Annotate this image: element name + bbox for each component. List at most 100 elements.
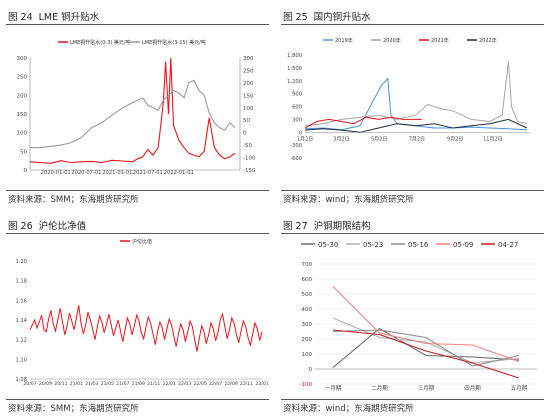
- legend-label: 05-16: [408, 241, 429, 249]
- figure-number: 图 26: [8, 221, 33, 232]
- y-tick-label: 900: [292, 92, 302, 98]
- y-left-tick-label: 200: [17, 93, 28, 99]
- y-tick-label: 500: [302, 292, 313, 298]
- figure-shfe-lme-ratio: 图 26 沪伦比净值 1.20 1.18 1.16 1.14 1.12 1.10 1.08 20…: [0, 209, 275, 418]
- legend-label: LME铜升贴水(3-15) 美元/吨: [142, 39, 206, 46]
- x-tick-label: 21/03: [85, 381, 98, 387]
- x-tick-label: 22/11: [240, 381, 253, 387]
- source-rule: [281, 399, 544, 400]
- y-tick-label: 400: [302, 307, 313, 313]
- y-left-tick-label: 250: [17, 75, 28, 81]
- figure-title-text: LME 铜升贴水: [38, 12, 100, 23]
- source-rule: [6, 190, 269, 191]
- x-tick-label: 21/05: [101, 381, 114, 387]
- x-tick-label: 2022-01-01: [164, 170, 194, 176]
- y-tick-label: 700: [302, 262, 313, 268]
- series-line-0: [332, 327, 520, 368]
- y-tick-label: 1.18: [15, 279, 27, 285]
- figure-domestic-spread: 图 25 国内铜升贴水 1,800 1,500 1,200 900 600 300 0 -300…: [275, 0, 550, 209]
- y-tick-label: 1.20: [15, 259, 27, 265]
- figure-title: 图 27 沪铜期限结构: [283, 218, 371, 232]
- legend-label: 04-27: [498, 241, 518, 249]
- x-tick-label: 11月2日: [483, 136, 503, 142]
- y-left-tick-label: 50: [20, 149, 27, 155]
- legend-label: 05-30: [318, 241, 338, 249]
- y-tick-label: -300: [290, 143, 302, 149]
- y-right-tick-label: 300: [243, 56, 254, 62]
- x-tick-label: 三月期: [418, 385, 435, 392]
- series-line-4: [332, 329, 520, 379]
- figure-title: 图 26 沪伦比净值: [8, 218, 86, 232]
- y-tick-label: 1,800: [287, 53, 302, 59]
- y-tick-label: -100: [300, 382, 313, 388]
- y-right-tick-label: 250: [243, 68, 254, 74]
- y-right-tick-label: -100: [243, 156, 256, 162]
- series-line-3: [304, 118, 528, 133]
- y-right-tick-label: -150: [243, 168, 256, 174]
- y-right-tick-label: 200: [243, 81, 254, 87]
- x-tick-label: 9月2日: [447, 136, 463, 142]
- y-tick-label: 600: [292, 105, 302, 111]
- x-tick-label: 21/11: [147, 381, 160, 387]
- figure-number: 图 25: [283, 12, 308, 23]
- source-rule: [6, 399, 269, 400]
- legend-label: 05-23: [363, 241, 383, 249]
- y-left-tick-label: 100: [17, 131, 28, 137]
- y-tick-label: 100: [302, 352, 313, 358]
- x-tick-label: 22/07: [209, 381, 222, 387]
- x-tick-label: 22/03: [178, 381, 191, 387]
- figure-title: 图 25 国内铜升贴水: [283, 9, 371, 23]
- y-tick-label: 1.10: [15, 357, 27, 363]
- figure-number: 图 27: [283, 221, 308, 232]
- x-tick-label: 一月期: [325, 385, 342, 392]
- y-tick-label: 0: [299, 130, 302, 136]
- x-tick-label: 21/07: [116, 381, 129, 387]
- x-tick-label: 21/01: [70, 381, 83, 387]
- lme-spread-chart: 300 250 200 150 100 50 0 300 250 200 150 100 50 0 -50 -…: [17, 39, 256, 176]
- y-right-tick-label: 100: [243, 106, 254, 112]
- title-rule: [281, 24, 544, 25]
- x-tick-label: 22/05: [194, 381, 207, 387]
- x-tick-label: 2021-01-01: [102, 170, 132, 176]
- series-line-1: [332, 317, 520, 364]
- y-tick-label: 1,200: [287, 79, 302, 85]
- y-tick-label: 1.14: [15, 318, 27, 324]
- x-tick-label: 22/01: [163, 381, 176, 387]
- y-tick-label: -600: [290, 156, 302, 162]
- x-tick-label: 3月2日: [333, 136, 349, 142]
- figure-source: 资料来源：SMM；东海期货研究所: [8, 195, 139, 205]
- x-tick-label: 五月期: [511, 385, 528, 392]
- figure-number: 图 24: [8, 12, 33, 23]
- figure-term-structure: 图 27 沪铜期限结构 700 600 500 400 300 200 100 0 -100 一月期…: [275, 209, 550, 418]
- figure-source: 资料来源：SMM；东海期货研究所: [8, 404, 139, 414]
- y-tick-label: 300: [302, 322, 313, 328]
- x-tick-label: 2021-07-01: [133, 170, 163, 176]
- legend-label: 05-09: [453, 241, 473, 249]
- x-tick-label: 1月2日: [297, 136, 313, 142]
- figure-source: 资料来源：wind；东海期货研究所: [283, 195, 414, 205]
- legend-label: 2021年: [431, 37, 449, 44]
- legend-label: 2020年: [383, 37, 401, 44]
- x-tick-label: 5月2日: [371, 136, 387, 142]
- figure-title-text: 沪伦比净值: [38, 221, 87, 232]
- title-rule: [6, 233, 269, 234]
- figure-title-text: 沪铜期限结构: [313, 221, 371, 232]
- y-left-tick-label: 0: [24, 168, 28, 174]
- legend-label: LME铜升贴水(0-3) 美元/吨: [70, 39, 131, 46]
- series-line-0: [29, 305, 263, 352]
- figure-source: 资料来源：wind；东海期货研究所: [283, 404, 414, 414]
- title-rule: [6, 24, 269, 25]
- y-tick-label: 1,500: [287, 66, 302, 72]
- series-line-2: [304, 116, 422, 129]
- x-tick-label: 7月2日: [409, 136, 425, 142]
- series-line-0: [29, 57, 236, 164]
- y-tick-label: 600: [302, 277, 313, 283]
- x-tick-label: 2020-01-01: [41, 170, 71, 176]
- y-tick-label: 0: [309, 367, 313, 373]
- source-rule: [281, 190, 544, 191]
- series-line-1: [304, 61, 528, 127]
- series-line-0: [304, 77, 527, 131]
- x-tick-label: 20/07: [23, 381, 36, 387]
- term-structure-chart: 700 600 500 400 300 200 100 0 -100 一月期 二月期 三月期 四月期 五月…: [300, 241, 537, 392]
